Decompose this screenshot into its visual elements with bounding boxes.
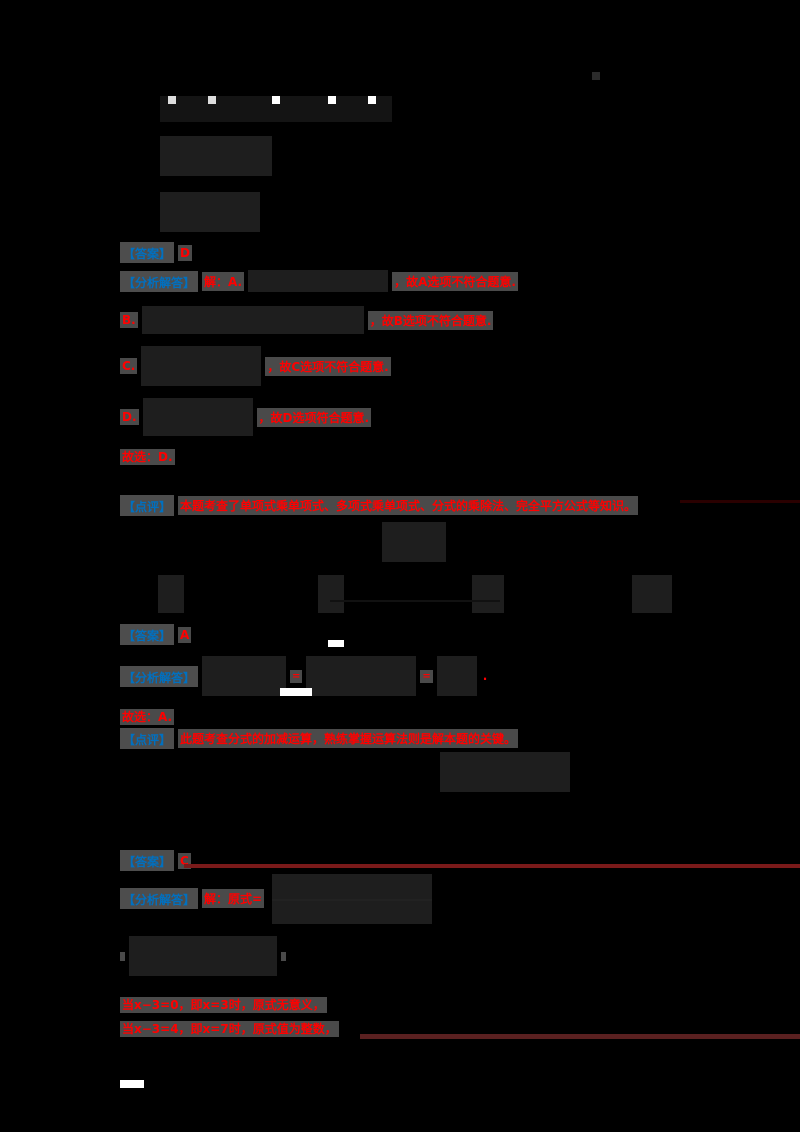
q2-analysis-row: 【分析解答】 = = . bbox=[120, 656, 489, 696]
q3-case-line-2: 当x−3=4，即x=7时，原式值为整数， bbox=[120, 1018, 339, 1037]
period: . bbox=[482, 669, 488, 683]
answer-tag: 【答案】 bbox=[120, 242, 175, 263]
q2-options-rule bbox=[330, 600, 500, 602]
q2-option-c bbox=[472, 575, 504, 617]
q3-formula-row bbox=[120, 936, 286, 976]
case-text: 当x−3=0，即x=3时，原式无意义， bbox=[120, 997, 327, 1013]
formula bbox=[128, 936, 277, 976]
formula-mark bbox=[168, 96, 176, 104]
answer-value: D bbox=[178, 244, 192, 261]
answer-label: 【答案】 bbox=[123, 855, 172, 869]
formula bbox=[202, 656, 287, 696]
q2-option-b bbox=[318, 575, 344, 617]
q1-analysis-line-a: 【分析解答】 解：A. ，故A选项不符合题意. bbox=[120, 270, 518, 292]
q1-analysis-line-b: B. ，故B选项不符合题意. bbox=[120, 306, 494, 334]
analysis-label: 【分析解答】 bbox=[123, 893, 196, 907]
formula-line-3 bbox=[160, 192, 260, 236]
formula bbox=[248, 270, 389, 292]
line-prefix: D. bbox=[120, 409, 139, 425]
q1-conclusion: 故选：D. bbox=[120, 446, 175, 465]
q2-option-a bbox=[158, 575, 184, 617]
answer-tag: 【答案】 bbox=[120, 624, 175, 645]
equals-sign: = bbox=[290, 669, 303, 683]
answer-tag: 【答案】 bbox=[120, 850, 175, 871]
comment-tag: 【点评】 bbox=[120, 728, 175, 749]
q3-fraction bbox=[272, 874, 432, 928]
formula bbox=[436, 656, 477, 696]
line-suffix: ，故A选项不符合题意. bbox=[392, 271, 518, 291]
period bbox=[280, 951, 286, 961]
q3-analysis-row: 【分析解答】 解：原式= bbox=[120, 888, 265, 909]
comment-label: 【点评】 bbox=[123, 500, 172, 514]
line-suffix: ，故D选项符合题意. bbox=[256, 407, 372, 427]
divider-line bbox=[184, 864, 800, 868]
analysis-tag: 【分析解答】 bbox=[120, 270, 199, 292]
q1-analysis-line-c: C. ，故C选项不符合题意. bbox=[120, 346, 391, 386]
q1-comment-row: 【点评】 本题考查了单项式乘单项式、多项式乘单项式、分式的乘除法、完全平方公式等… bbox=[120, 495, 639, 516]
comment-text: 本题考查了单项式乘单项式、多项式乘单项式、分式的乘除法、完全平方公式等知识。 bbox=[178, 496, 639, 515]
formula-mark bbox=[368, 96, 376, 104]
divider-line bbox=[680, 500, 800, 503]
q3-answer-row: 【答案】 C bbox=[120, 850, 191, 871]
comment-text: 此题考查分式的加减运算，熟练掌握运算法则是解本题的关键。 bbox=[178, 729, 519, 748]
answer-label: 【答案】 bbox=[123, 247, 172, 261]
q1-answer-row: 【答案】 D bbox=[120, 242, 192, 263]
analysis-label: 【分析解答】 bbox=[123, 275, 196, 290]
formula-mark bbox=[208, 96, 216, 104]
formula bbox=[142, 398, 253, 436]
q2-conclusion: 故选：A. bbox=[120, 706, 175, 725]
conclusion-text: 故选：D. bbox=[120, 449, 175, 465]
analysis-tag: 【分析解答】 bbox=[120, 665, 199, 687]
line-prefix: 解：A. bbox=[202, 271, 245, 291]
q3-fraction-bar bbox=[272, 899, 432, 901]
footer-mark bbox=[120, 1080, 144, 1088]
q2-stem-formula bbox=[382, 522, 446, 566]
q2-comment-row: 【点评】 此题考查分式的加减运算，熟练掌握运算法则是解本题的关键。 bbox=[120, 728, 519, 749]
conclusion-text: 故选：A. bbox=[120, 709, 175, 725]
case-text: 当x−3=4，即x=7时，原式值为整数， bbox=[120, 1021, 339, 1037]
formula-mark bbox=[272, 96, 280, 104]
comment-label: 【点评】 bbox=[123, 733, 172, 747]
bullet bbox=[120, 951, 125, 961]
formula bbox=[141, 346, 262, 386]
formula-line-2 bbox=[160, 136, 272, 180]
formula-mark bbox=[280, 688, 312, 696]
line-prefix: C. bbox=[120, 358, 138, 374]
q2-answer-row: 【答案】 A bbox=[120, 624, 192, 645]
line-suffix: ，故B选项不符合题意. bbox=[367, 310, 494, 330]
comment-tag: 【点评】 bbox=[120, 495, 175, 516]
formula-mark bbox=[328, 640, 344, 647]
line-prefix: B. bbox=[120, 312, 138, 328]
analysis-prefix: 解：原式= bbox=[202, 889, 265, 908]
q2-option-d bbox=[632, 575, 672, 617]
answer-label: 【答案】 bbox=[123, 629, 172, 643]
line-suffix: ，故C选项不符合题意. bbox=[265, 356, 391, 376]
page-marker-dot bbox=[592, 72, 600, 80]
formula bbox=[141, 306, 364, 334]
equals-sign: = bbox=[420, 669, 433, 683]
analysis-tag: 【分析解答】 bbox=[120, 888, 199, 909]
divider-line bbox=[360, 1034, 800, 1039]
formula-mark bbox=[328, 96, 336, 104]
q1-analysis-line-d: D. ，故D选项符合题意. bbox=[120, 398, 372, 436]
q3-stem-formula bbox=[440, 752, 570, 796]
q3-case-line-1: 当x−3=0，即x=3时，原式无意义， bbox=[120, 994, 327, 1013]
formula bbox=[306, 656, 417, 696]
analysis-label: 【分析解答】 bbox=[123, 670, 196, 685]
answer-value: A bbox=[178, 626, 192, 643]
